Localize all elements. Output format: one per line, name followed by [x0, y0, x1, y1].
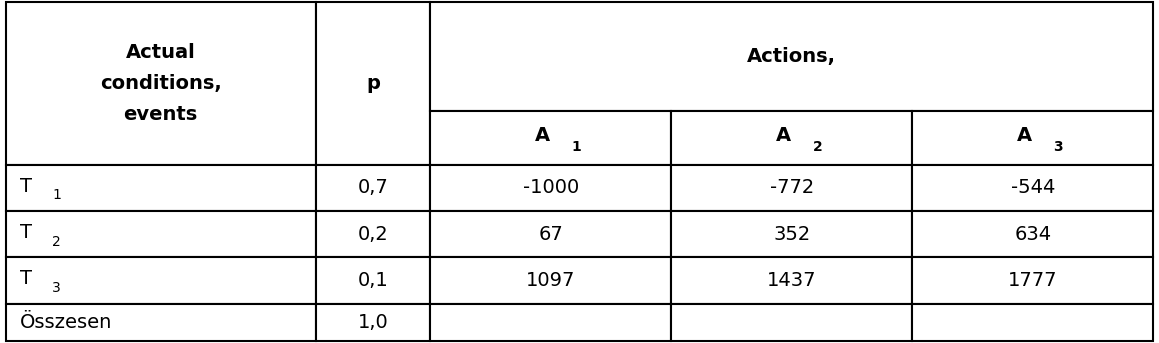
- Text: 352: 352: [773, 225, 810, 244]
- Text: 2: 2: [812, 140, 822, 154]
- Text: 3: 3: [52, 281, 61, 295]
- Bar: [912, 257, 1153, 304]
- Bar: [430, 111, 671, 165]
- Text: 1: 1: [571, 140, 581, 154]
- Bar: [671, 211, 912, 257]
- Bar: [315, 2, 430, 165]
- Text: -1000: -1000: [523, 178, 580, 197]
- Bar: [671, 257, 912, 304]
- Text: 1777: 1777: [1008, 271, 1057, 290]
- Text: A: A: [777, 126, 792, 145]
- Text: T: T: [20, 269, 31, 288]
- Bar: [671, 165, 912, 211]
- Text: 3: 3: [1054, 140, 1063, 154]
- Text: 1097: 1097: [526, 271, 576, 290]
- Text: 1,0: 1,0: [358, 313, 388, 332]
- Text: Actual
conditions,
events: Actual conditions, events: [100, 43, 221, 124]
- Text: Actions,: Actions,: [748, 47, 837, 66]
- Text: p: p: [366, 74, 380, 93]
- Text: A: A: [1018, 126, 1033, 145]
- Bar: [430, 257, 671, 304]
- Text: -544: -544: [1011, 178, 1055, 197]
- Bar: [315, 165, 430, 211]
- Text: 634: 634: [1014, 225, 1051, 244]
- Bar: [430, 2, 1153, 111]
- Bar: [912, 304, 1153, 341]
- Text: 67: 67: [539, 225, 563, 244]
- Text: 0,2: 0,2: [358, 225, 388, 244]
- Bar: [315, 304, 430, 341]
- Text: Összesen: Összesen: [20, 313, 112, 332]
- Bar: [912, 165, 1153, 211]
- Text: T: T: [20, 223, 31, 242]
- Bar: [912, 111, 1153, 165]
- Text: 1: 1: [52, 188, 61, 202]
- Bar: [315, 257, 430, 304]
- Bar: [671, 111, 912, 165]
- Bar: [430, 211, 671, 257]
- Bar: [315, 211, 430, 257]
- Bar: [6, 211, 315, 257]
- Text: T: T: [20, 177, 31, 196]
- Bar: [6, 304, 315, 341]
- Text: A: A: [535, 126, 551, 145]
- Bar: [912, 211, 1153, 257]
- Bar: [430, 165, 671, 211]
- Text: 2: 2: [52, 235, 61, 249]
- Bar: [430, 304, 671, 341]
- Bar: [6, 2, 315, 165]
- Bar: [671, 304, 912, 341]
- Bar: [6, 257, 315, 304]
- Text: 0,7: 0,7: [358, 178, 388, 197]
- Text: 1437: 1437: [767, 271, 817, 290]
- Text: -772: -772: [770, 178, 814, 197]
- Text: 0,1: 0,1: [358, 271, 388, 290]
- Bar: [6, 165, 315, 211]
